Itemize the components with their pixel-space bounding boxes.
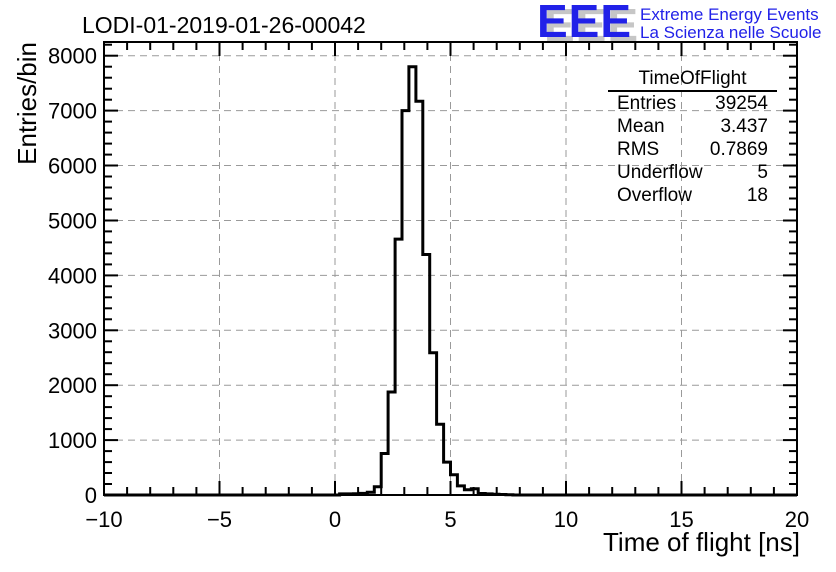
y-tick-label: 6000 bbox=[48, 154, 97, 179]
y-axis-title: Entries/bin bbox=[12, 42, 42, 165]
histogram-line bbox=[104, 65, 797, 497]
stats-box-title: TimeOfFlight bbox=[608, 68, 777, 92]
stats-value: 18 bbox=[746, 185, 768, 206]
x-tick-label: 5 bbox=[444, 507, 456, 532]
y-tick-label: 0 bbox=[85, 483, 97, 508]
y-tick-label: 4000 bbox=[48, 263, 97, 288]
eee-logo-acronym: EEE bbox=[537, 0, 633, 47]
eee-logo: EEE Extreme Energy Events La Scienza nel… bbox=[537, 0, 822, 47]
stats-label: Entries bbox=[617, 93, 677, 114]
x-tick-label: 10 bbox=[554, 507, 578, 532]
y-tick-label: 7000 bbox=[48, 99, 97, 124]
eee-logo-line2: La Scienza nelle Scuole bbox=[640, 23, 822, 42]
stats-row-overflow: Overflow 18 bbox=[608, 184, 777, 207]
stats-box: TimeOfFlight Entries 39254 Mean 3.437 RM… bbox=[608, 68, 777, 207]
x-tick-label: 0 bbox=[329, 507, 341, 532]
plot-title: LODI-01-2019-01-26-00042 bbox=[82, 12, 366, 38]
x-tick-label: 20 bbox=[785, 507, 809, 532]
stats-value: 3.437 bbox=[720, 116, 768, 137]
x-axis-title: Time of flight [ns] bbox=[603, 527, 800, 557]
stats-label: Underflow bbox=[617, 162, 703, 183]
stats-label: RMS bbox=[617, 139, 660, 160]
stats-label: Mean bbox=[617, 116, 665, 137]
eee-logo-text: Extreme Energy Events La Scienza nelle S… bbox=[640, 6, 821, 42]
stats-value: 5 bbox=[757, 162, 768, 183]
y-tick-label: 8000 bbox=[48, 44, 97, 69]
x-tick-label: −10 bbox=[85, 507, 122, 532]
x-tick-label: −5 bbox=[207, 507, 232, 532]
eee-logo-line1: Extreme Energy Events bbox=[640, 5, 819, 24]
stats-row-underflow: Underflow 5 bbox=[608, 161, 777, 184]
y-tick-label: 3000 bbox=[48, 318, 97, 343]
stats-row-rms: RMS 0.7869 bbox=[608, 138, 777, 161]
plot-frame bbox=[103, 41, 798, 496]
stats-row-mean: Mean 3.437 bbox=[608, 115, 777, 138]
stats-row-entries: Entries 39254 bbox=[608, 92, 777, 115]
y-tick-label: 5000 bbox=[48, 209, 97, 234]
x-tick-label: 15 bbox=[669, 507, 693, 532]
stats-value: 0.7869 bbox=[709, 139, 768, 160]
stats-label: Overflow bbox=[617, 185, 692, 206]
stats-value: 39254 bbox=[715, 93, 768, 114]
y-tick-label: 1000 bbox=[48, 428, 97, 453]
y-tick-label: 2000 bbox=[48, 373, 97, 398]
